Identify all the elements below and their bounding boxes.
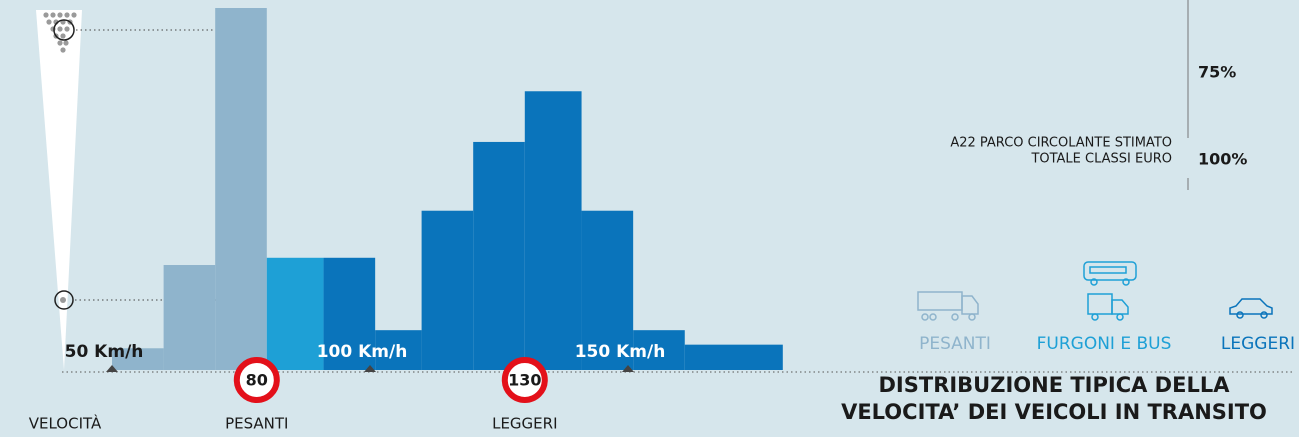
bar [684, 344, 783, 370]
speed-limit-sign [233, 357, 280, 403]
bar [163, 265, 216, 370]
speed-limit-value: 130 [508, 371, 541, 390]
funnel [36, 10, 82, 370]
tick-mark [106, 365, 118, 372]
bus-icon [1083, 261, 1137, 286]
speed-limit-value: 80 [246, 371, 268, 390]
x-tick-label: 150 Km/h [575, 342, 666, 362]
bar [266, 257, 324, 370]
title: DISTRIBUZIONE TIPICA DELLA [879, 373, 1231, 397]
car-icon [1229, 298, 1273, 319]
bar [375, 330, 422, 370]
side-note: A22 PARCO CIRCOLANTE STIMATO [950, 136, 1172, 151]
speed-limit-label: PESANTI [225, 415, 288, 433]
x-tick-label: 100 Km/h [317, 342, 408, 362]
bar [112, 348, 164, 370]
side-note: TOTALE CLASSI EURO [1030, 152, 1172, 167]
side-tick-label: 75% [1198, 63, 1236, 82]
bar [633, 330, 685, 370]
tick-mark [622, 365, 634, 372]
bar [215, 8, 267, 370]
side-tick-label: 100% [1198, 150, 1247, 169]
title: VELOCITA’ DEI VEICOLI IN TRANSITO [841, 400, 1267, 424]
bar [581, 210, 634, 370]
marker-circle [53, 19, 75, 41]
bar [421, 210, 474, 370]
marker-circle [54, 290, 74, 310]
tick-mark [364, 365, 376, 372]
speed-limit-label: LEGGERI [492, 415, 557, 433]
speed-limit-sign [501, 357, 548, 403]
bar [524, 91, 582, 370]
bar [323, 257, 376, 370]
legend-label: PESANTI [919, 334, 991, 354]
x-tick-label: 50 Km/h [65, 342, 144, 362]
bar [473, 141, 525, 370]
legend-label: LEGGERI [1221, 334, 1295, 354]
legend-label: FURGONI E BUS [1037, 334, 1172, 354]
truck-icon [917, 291, 979, 321]
van-icon [1087, 293, 1129, 321]
x-axis-label: VELOCITÀ [29, 414, 102, 433]
